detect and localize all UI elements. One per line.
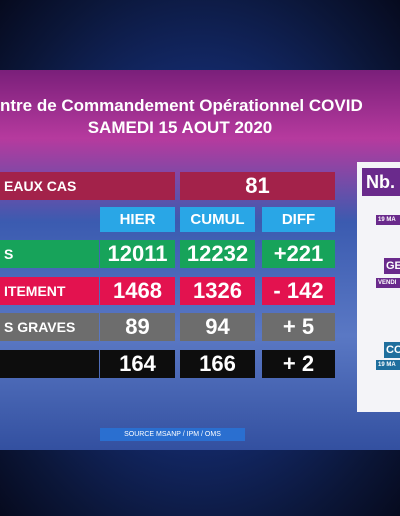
column-header: HIER	[100, 207, 175, 232]
side-item: 19 MA	[376, 215, 400, 225]
table-cell: 94	[180, 313, 255, 341]
table-cell: 164	[100, 350, 175, 378]
table-cell: + 5	[262, 313, 335, 341]
table-cell: + 2	[262, 350, 335, 378]
new-cases-label: EAUX CAS	[0, 172, 175, 200]
date: SAMEDI 15 AOUT 2020	[87, 118, 273, 137]
table-cell: - 142	[262, 277, 335, 305]
table-cell: 1326	[180, 277, 255, 305]
side-title: Nb.	[362, 168, 400, 196]
table-cell: 12232	[180, 240, 255, 268]
side-item: CO	[384, 342, 400, 358]
new-cases-value: 81	[180, 172, 335, 200]
row-label: S GRAVES	[0, 313, 99, 341]
table-cell: 166	[180, 350, 255, 378]
row-label: S	[0, 240, 99, 268]
source: SOURCE MSANP / IPM / OMS	[100, 428, 245, 441]
table-cell: 1468	[100, 277, 175, 305]
column-header: DIFF	[262, 207, 335, 232]
side-item: 19 MA	[376, 360, 400, 370]
side-item: VENDI	[376, 278, 400, 288]
row-label	[0, 350, 99, 378]
table-cell: 89	[100, 313, 175, 341]
table-cell: +221	[262, 240, 335, 268]
row-label: ITEMENT	[0, 277, 99, 305]
table-cell: 12011	[100, 240, 175, 268]
side-item: GE	[384, 258, 400, 274]
title: ntre de Commandement Opérationnel COVID	[0, 96, 363, 115]
column-header: CUMUL	[180, 207, 255, 232]
